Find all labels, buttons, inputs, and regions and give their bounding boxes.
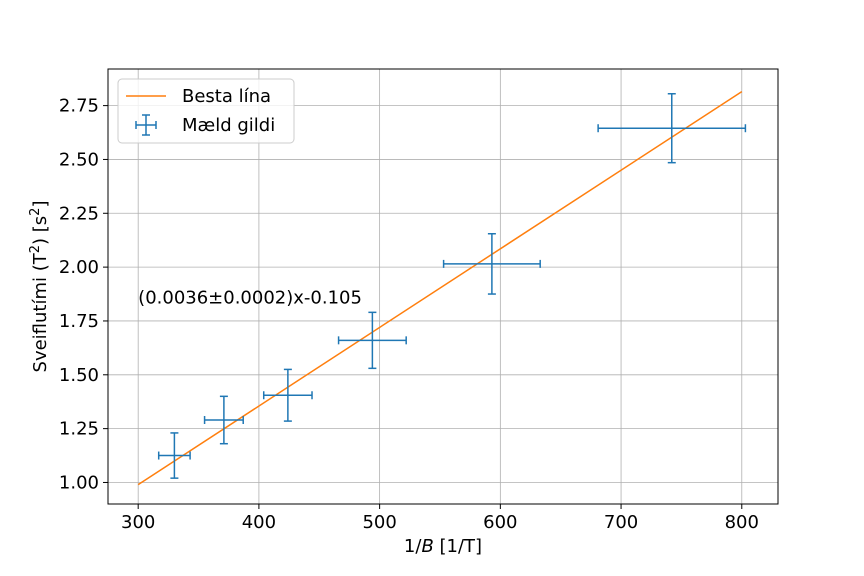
grid [108,69,778,504]
y-tick-label: 2.75 [59,96,99,117]
y-tick-label: 2.25 [59,203,99,224]
legend-entry-best-line: Besta lína [182,86,271,107]
x-tick-label: 800 [725,512,759,533]
y-tick-label: 2.50 [59,149,99,170]
ticks: 300 400 500 600 700 800 1.00 1.25 1.50 1.75 2.00 2.… [59,96,759,533]
y-tick-label: 1.25 [59,419,99,440]
data-point [337,311,407,370]
data-point [597,93,747,164]
x-axis-label: 1/B [1/T] [404,536,482,557]
data-point [157,432,191,479]
data-point [203,395,244,445]
legend: Besta lína Mæld gildi [117,78,295,144]
plot-frame [107,68,779,505]
y-tick-label: 1.00 [59,472,99,493]
best-fit-line [137,90,743,486]
y-tick-label: 1.75 [59,311,99,332]
x-tick-label: 700 [604,512,638,533]
x-tick-label: 400 [242,512,276,533]
y-tick-label: 1.50 [59,365,99,386]
plot-area [137,90,747,486]
legend-swatch-errorbar [135,114,157,136]
fit-annotation: (0.0036±0.0002)x-0.105 [138,287,362,308]
data-point [442,232,541,295]
y-axis-label: Sveiflutími (T2) [s2] [28,201,52,373]
legend-entry-measured: Mæld gildi [182,115,275,136]
data-point [262,368,313,422]
x-tick-label: 300 [121,512,155,533]
x-tick-label: 600 [483,512,517,533]
legend-box [117,78,295,144]
x-tick-label: 500 [362,512,396,533]
y-tick-label: 2.00 [59,257,99,278]
